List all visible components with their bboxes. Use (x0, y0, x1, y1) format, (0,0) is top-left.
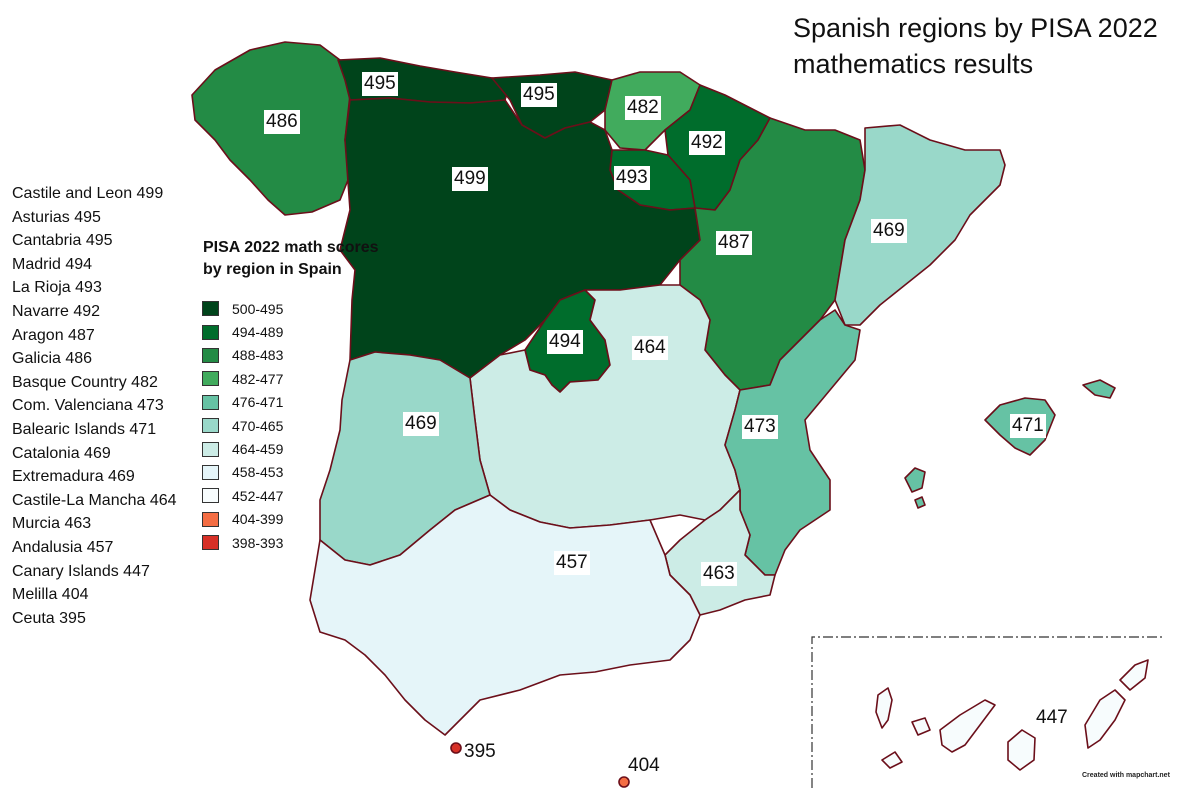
region-canary-grancanaria[interactable] (1007, 729, 1036, 771)
legend-swatch (202, 371, 219, 387)
canary-inset-border (811, 636, 1162, 788)
ranking-item: Melilla 404 (12, 586, 89, 604)
legend-item: 476-471 (202, 391, 283, 414)
legend-label: 452-447 (232, 487, 284, 504)
legend-title-line1: PISA 2022 math scores (203, 239, 379, 256)
legend-swatch (202, 535, 219, 551)
region-balearic-ibiza[interactable] (904, 467, 926, 493)
label-balearic: 471 (1010, 414, 1046, 438)
region-castile-leon[interactable] (339, 97, 701, 379)
legend-label: 482-477 (232, 370, 284, 387)
legend: 500-495 494-489 488-483 482-477 476-471 … (202, 297, 283, 554)
ranking-item: Galicia 486 (12, 350, 93, 368)
legend-item: 464-459 (202, 437, 283, 460)
region-ceuta[interactable] (450, 742, 462, 754)
legend-swatch (202, 488, 219, 504)
ranking-item: Ceuta 395 (12, 609, 86, 627)
legend-item: 470-465 (202, 414, 283, 437)
legend-label: 404-399 (232, 511, 284, 528)
ranking-item: Asturias 495 (12, 208, 101, 226)
legend-swatch (202, 301, 219, 317)
legend-item: 404-399 (202, 508, 283, 531)
ranking-item: Com. Valenciana 473 (12, 397, 164, 415)
map-title-line2: mathematics results (793, 49, 1034, 79)
label-melilla: 404 (628, 755, 660, 776)
map-title: Spanish regions by PISA 2022 mathematics… (793, 10, 1158, 82)
legend-item: 458-453 (202, 461, 283, 484)
label-asturias: 495 (362, 72, 398, 96)
ranking-item: Navarre 492 (12, 302, 101, 320)
region-balearic-menorca[interactable] (1082, 379, 1116, 399)
label-madrid: 494 (547, 330, 583, 354)
legend-swatch (202, 347, 219, 363)
ranking-item: Cantabria 495 (12, 232, 113, 250)
ranking-item: Madrid 494 (12, 255, 93, 273)
label-navarre: 492 (689, 131, 725, 155)
label-murcia: 463 (701, 562, 737, 586)
region-canary-fuerteventura[interactable] (1084, 689, 1126, 749)
credit-text: Created with mapchart.net (1082, 772, 1170, 779)
region-canary-elhierro[interactable] (881, 751, 903, 769)
legend-swatch (202, 418, 219, 434)
ranking-item: Andalusia 457 (12, 538, 114, 556)
legend-item: 488-483 (202, 344, 283, 367)
label-galicia: 486 (264, 110, 300, 134)
ranking-item: Aragon 487 (12, 326, 95, 344)
label-extremadura: 469 (403, 412, 439, 436)
legend-swatch (202, 511, 219, 527)
legend-swatch (202, 464, 219, 480)
region-canary-lagomera[interactable] (911, 717, 931, 736)
ranking-item: Basque Country 482 (12, 373, 158, 391)
legend-swatch (202, 441, 219, 457)
ranking-item: Castile and Leon 499 (12, 185, 164, 202)
region-canary-lapalma[interactable] (875, 687, 893, 729)
ranking-item: Castile-La Mancha 464 (12, 491, 177, 509)
legend-item: 452-447 (202, 484, 283, 507)
label-larioja: 493 (614, 166, 650, 190)
legend-label: 458-453 (232, 464, 284, 481)
ranking-item: La Rioja 493 (12, 279, 102, 297)
legend-label: 398-393 (232, 534, 284, 551)
region-catalonia[interactable] (834, 124, 1006, 326)
legend-item: 398-393 (202, 531, 283, 554)
legend-label: 464-459 (232, 441, 284, 458)
region-canary-lanzarote[interactable] (1119, 659, 1149, 691)
label-basque: 482 (625, 96, 661, 120)
region-melilla[interactable] (618, 776, 630, 788)
ranking-item: Catalonia 469 (12, 444, 111, 462)
label-valencia: 473 (742, 415, 778, 439)
region-canary-tenerife[interactable] (939, 699, 996, 753)
legend-title: PISA 2022 math scores by region in Spain (203, 237, 379, 281)
legend-swatch (202, 324, 219, 340)
label-andalusia: 457 (554, 551, 590, 575)
legend-item: 482-477 (202, 367, 283, 390)
label-aragon: 487 (716, 231, 752, 255)
ranking-item: Canary Islands 447 (12, 562, 150, 580)
label-canary: 447 (1036, 707, 1068, 728)
label-ceuta: 395 (464, 741, 496, 762)
ranking-item: Balearic Islands 471 (12, 420, 157, 438)
legend-item: 494-489 (202, 320, 283, 343)
ranking-item: Murcia 463 (12, 515, 92, 533)
legend-label: 500-495 (232, 300, 284, 317)
label-castile-la-mancha: 464 (632, 336, 668, 360)
ranking-list: Castile and Leon 499 Asturias 495 Cantab… (12, 182, 177, 630)
region-andalusia[interactable] (309, 494, 701, 736)
label-cantabria: 495 (521, 83, 557, 107)
legend-label: 494-489 (232, 324, 284, 341)
region-balearic-formentera[interactable] (914, 496, 926, 509)
region-murcia[interactable] (664, 489, 776, 616)
legend-label: 470-465 (232, 417, 284, 434)
legend-swatch (202, 394, 219, 410)
legend-label: 488-483 (232, 347, 284, 364)
label-catalonia: 469 (871, 219, 907, 243)
legend-item: 500-495 (202, 297, 283, 320)
legend-label: 476-471 (232, 394, 284, 411)
map-title-line1: Spanish regions by PISA 2022 (793, 13, 1158, 43)
ranking-item: Extremadura 469 (12, 468, 135, 486)
label-castile-leon: 499 (452, 167, 488, 191)
legend-title-line2: by region in Spain (203, 261, 342, 278)
